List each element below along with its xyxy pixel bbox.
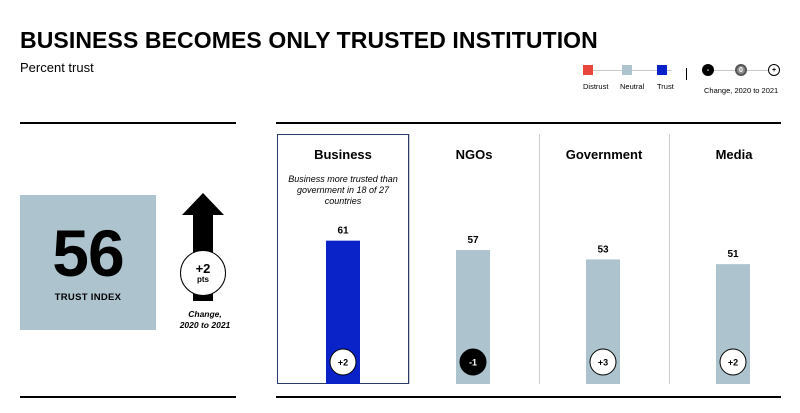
legend-distrust-label: Distrust — [583, 82, 609, 91]
change-label-government: +3 — [598, 358, 608, 368]
trust-index-label: TRUST INDEX — [54, 292, 122, 303]
legend-change-label: Change, 2020 to 2021 — [704, 86, 779, 95]
increase-circle-icon: + — [768, 64, 780, 76]
column-title-government: Government — [565, 147, 643, 162]
column-title-ngos: NGOs — [455, 147, 493, 162]
column-title-media: Media — [715, 147, 753, 162]
change-caption-line2: 2020 to 2021 — [179, 320, 231, 330]
no-change-circle-icon: 0 — [735, 64, 747, 76]
change-label-media: +2 — [728, 358, 738, 368]
trust-index-value: 56 — [52, 216, 124, 290]
right-bottom-rule — [276, 396, 781, 398]
panel-divider — [539, 134, 540, 384]
panel-divider — [409, 134, 410, 384]
legend-neutral-label: Neutral — [620, 82, 645, 91]
trust-index-change-unit: pts — [197, 275, 209, 284]
left-top-rule — [20, 122, 236, 124]
change-caption-line1: Change, — [188, 309, 222, 319]
value-label-business: 61 — [337, 226, 349, 237]
page-subtitle: Percent trust — [20, 60, 94, 75]
trust-index-change-value: +2 — [195, 261, 211, 276]
legend: Distrust Neutral Trust - 0 + Change, 202… — [578, 64, 798, 98]
up-arrow-icon — [182, 193, 224, 301]
distrust-swatch — [583, 65, 593, 75]
value-label-media: 51 — [727, 249, 739, 260]
change-caption: Change, 2020 to 2021 — [160, 309, 250, 331]
panel-divider — [669, 134, 670, 384]
legend-separator — [686, 68, 687, 80]
change-badge-business: +2 — [329, 348, 357, 376]
change-label-business: +2 — [338, 358, 348, 368]
page-title: BUSINESS BECOMES ONLY TRUSTED INSTITUTIO… — [20, 27, 598, 53]
decrease-circle-icon: - — [702, 64, 714, 76]
value-label-government: 53 — [597, 244, 609, 255]
left-bottom-rule — [20, 396, 236, 398]
change-badge-government: +3 — [589, 348, 617, 376]
business-note: Business more trusted than government in… — [288, 174, 398, 206]
trust-index-tile: 56 TRUST INDEX — [20, 195, 156, 330]
neutral-swatch — [622, 65, 632, 75]
change-label-ngos: -1 — [469, 358, 477, 368]
legend-trust-label: Trust — [657, 82, 674, 91]
change-badge-ngos: -1 — [459, 348, 487, 376]
column-title-business: Business — [314, 147, 372, 162]
trust-swatch — [657, 65, 667, 75]
change-badge-media: +2 — [719, 348, 747, 376]
right-top-rule — [276, 122, 781, 124]
trust-index-change-badge: +2 pts — [180, 250, 226, 296]
value-label-ngos: 57 — [467, 235, 479, 246]
